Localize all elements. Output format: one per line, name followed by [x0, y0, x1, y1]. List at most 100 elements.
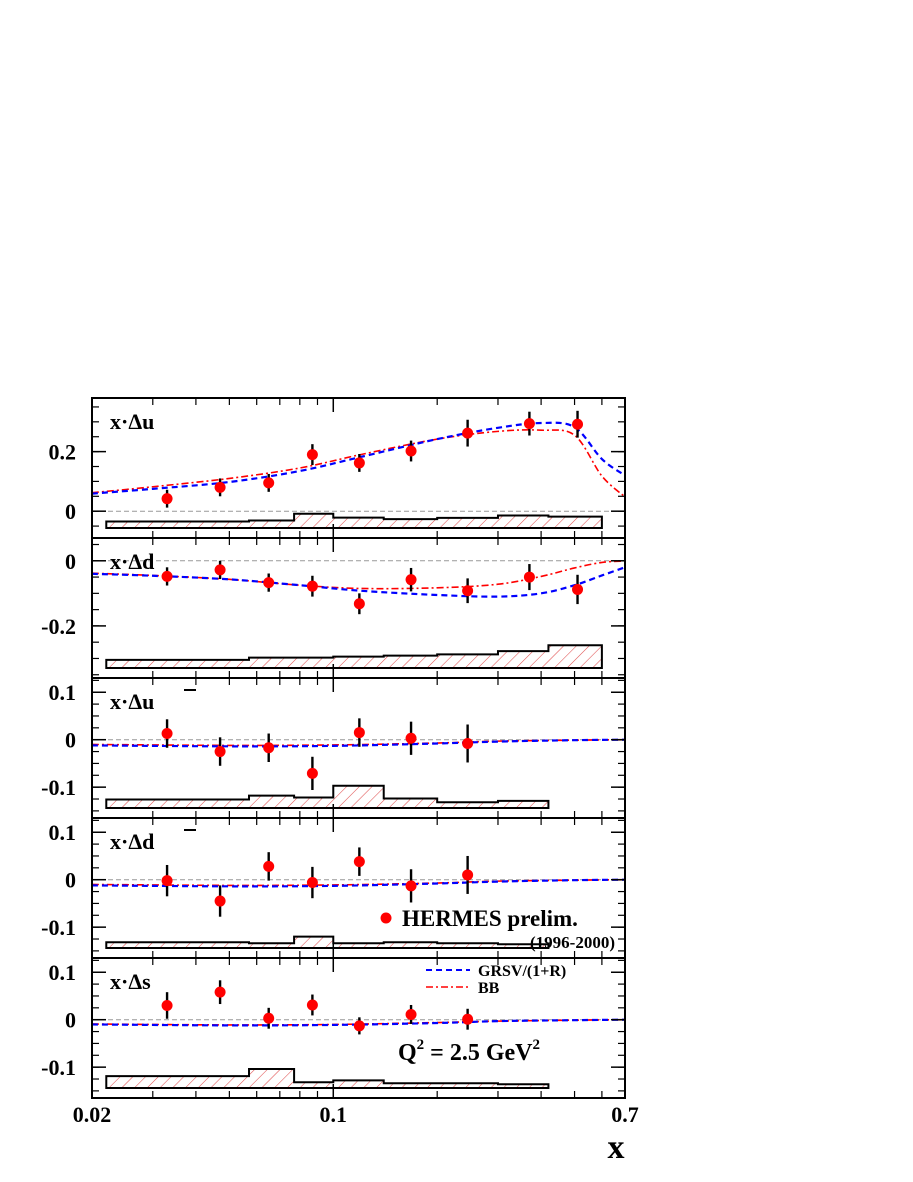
panel-0: 0 0.2 x·Δu: [49, 397, 626, 539]
systematic-band: [105, 512, 603, 529]
data-point: [405, 880, 417, 892]
y-tick-label: -0.1: [41, 1055, 76, 1080]
x-tick-labels: 0.02 0.1 0.7: [73, 1102, 639, 1127]
legend-grsv-label: GRSV/(1+R): [478, 963, 566, 980]
data-point: [353, 457, 365, 469]
y-tick-label: 0.1: [49, 960, 77, 985]
data-point: [462, 585, 474, 597]
panel-label-flavor: d: [142, 829, 154, 854]
y-tick-label: -0.1: [41, 775, 76, 800]
data-point: [306, 449, 318, 461]
data-point: [161, 999, 173, 1011]
legend-data-marker: [380, 912, 392, 924]
panel-1: 0 -0.2 x·Δd: [41, 537, 626, 679]
y-tick-label: 0: [65, 1008, 76, 1033]
q2-label: Q2 = 2.5 GeV2: [398, 1037, 540, 1066]
data-point: [462, 1013, 474, 1025]
data-point: [214, 986, 226, 998]
data-point: [214, 481, 226, 493]
panel-label-flavor: u: [142, 689, 154, 714]
curves: [92, 738, 625, 748]
panel-label: x·Δu: [110, 689, 154, 714]
y-tick-label: -0.1: [41, 915, 76, 940]
data-point: [306, 999, 318, 1011]
data-point: [523, 418, 535, 430]
grsv-curve: [92, 566, 625, 598]
y-tick-label: -0.2: [41, 614, 76, 639]
data-point: [263, 577, 275, 589]
data-point: [306, 877, 318, 889]
y-tick-label: 0: [65, 549, 76, 574]
panel-label-prefix: x·Δ: [110, 829, 142, 854]
data-point: [353, 598, 365, 610]
data-point: [214, 746, 226, 758]
data-point: [263, 477, 275, 489]
data-point: [263, 742, 275, 754]
data-point: [523, 571, 535, 583]
data-point: [572, 583, 584, 595]
data-point: [214, 564, 226, 576]
systematic-band: [105, 1068, 550, 1089]
data-point: [462, 737, 474, 749]
x-tick-label: 0.7: [611, 1102, 639, 1127]
panel-label-prefix: x·Δ: [110, 969, 142, 994]
grsv-curve: [92, 421, 625, 495]
curves: [92, 421, 625, 498]
y-tick-label: 0.1: [49, 680, 77, 705]
panel-label: x·Δs: [110, 969, 151, 994]
data-point: [214, 895, 226, 907]
data-point: [306, 767, 318, 779]
data-point: [161, 875, 173, 887]
q2-base: Q: [398, 1040, 417, 1066]
data-point: [353, 727, 365, 739]
data-point: [263, 860, 275, 872]
y-tick-label: 0: [65, 728, 76, 753]
x-tick-label: 0.02: [73, 1102, 112, 1127]
panel-2: 0.1 0 -0.1 x·Δu: [41, 677, 626, 819]
data-point: [405, 445, 417, 457]
curves: [92, 560, 625, 598]
panel-3: 0.1 0 -0.1 x·Δd: [41, 817, 626, 959]
panel-4: 0.1 0 -0.1 x·Δs: [41, 957, 626, 1099]
q2-exp: 2: [417, 1037, 425, 1053]
curves: [92, 1018, 625, 1027]
legend-data-label: HERMES prelim.: [402, 906, 578, 931]
data-point: [462, 869, 474, 881]
systematic-band: [105, 935, 550, 949]
panel-label: x·Δu: [110, 409, 154, 434]
panel-label-flavor: d: [142, 549, 154, 574]
panel-label-prefix: x·Δ: [110, 409, 142, 434]
bb-curve: [92, 560, 625, 590]
legend: HERMES prelim. (1996-2000) GRSV/(1+R) BB: [380, 906, 615, 997]
panel-label: x·Δd: [110, 829, 154, 854]
data-point: [405, 1008, 417, 1020]
data-point: [405, 732, 417, 744]
data-point: [353, 856, 365, 868]
panel-label-prefix: x·Δ: [110, 689, 142, 714]
panel-frame: [91, 957, 626, 1099]
x-tick-label: 0.1: [320, 1102, 348, 1127]
systematic-band: [105, 644, 603, 669]
q2-rest: = 2.5 GeV: [424, 1040, 533, 1066]
x-axis-label: x: [608, 1129, 625, 1166]
y-tick-label: 0.1: [49, 820, 77, 845]
data-point: [161, 728, 173, 740]
y-tick-label: 0: [65, 499, 76, 524]
y-tick-label: 0.2: [49, 440, 77, 465]
x-axis-title: x: [608, 1129, 625, 1166]
legend-bb-label: BB: [478, 980, 500, 997]
grsv-curve: [92, 1018, 625, 1027]
data-point: [572, 418, 584, 430]
grsv-curve: [92, 738, 625, 748]
q2-annotation: Q2 = 2.5 GeV2: [398, 1037, 540, 1066]
systematic-band: [105, 784, 550, 809]
panel-label-flavor: u: [142, 409, 154, 434]
data-point: [353, 1020, 365, 1032]
y-tick-label: 0: [65, 868, 76, 893]
panels-group: 00.2x·Δu0-0.2x·Δd0.10-0.1x·Δu0.10-0.1x·Δ…: [41, 397, 639, 1127]
q2-unit-exp: 2: [533, 1037, 541, 1053]
data-point: [161, 570, 173, 582]
panel-label-flavor: s: [142, 969, 151, 994]
panel-label: x·Δd: [110, 549, 154, 574]
